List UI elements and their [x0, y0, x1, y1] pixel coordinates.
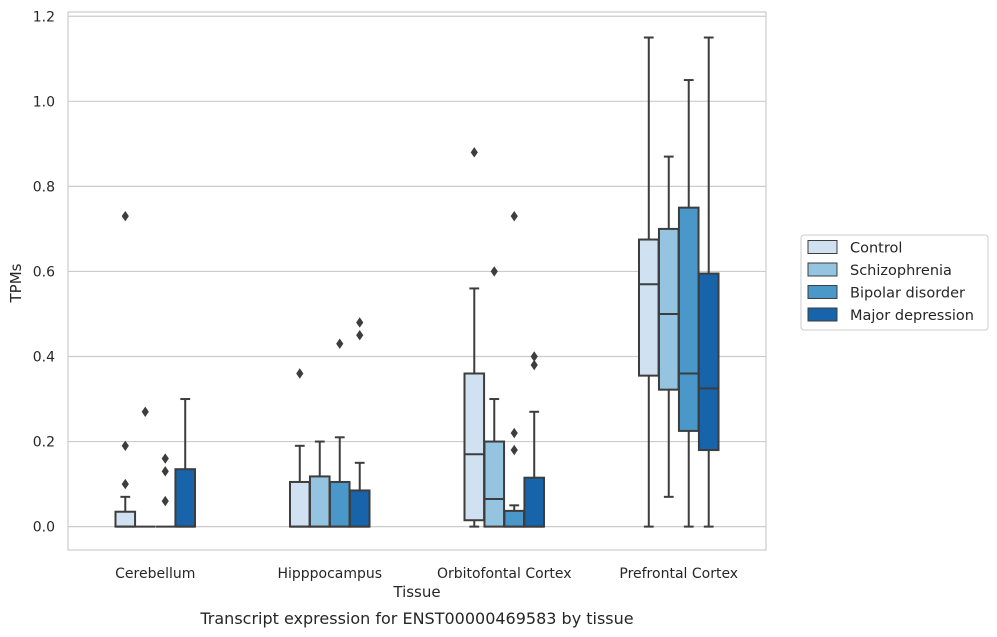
outlier-point: [121, 210, 129, 222]
box-group: [637, 36, 660, 528]
y-tick-label: 1.2: [33, 9, 55, 25]
outlier-point: [510, 427, 518, 439]
box: [523, 476, 546, 528]
box-group: [348, 317, 371, 528]
outlier-point: [121, 440, 129, 452]
outlier-point: [141, 406, 149, 417]
outlier-point: [490, 266, 498, 277]
x-tick-label: Orbitofontal Cortex: [437, 566, 572, 582]
box-group: [114, 210, 137, 528]
box: [637, 238, 660, 377]
box: [328, 480, 351, 528]
x-tick-labels: Cerebellum Hipppocampus Orbitofontal Corte…: [115, 566, 738, 582]
y-tick-label: 0.8: [33, 179, 55, 195]
outlier-point: [470, 147, 478, 158]
outlier-point: [530, 351, 538, 362]
box: [463, 372, 486, 522]
outlier-point: [510, 210, 518, 222]
outlier-point: [121, 478, 129, 490]
legend-frame: [800, 234, 989, 331]
outlier-point: [356, 330, 364, 341]
y-tick-label: 1.0: [33, 94, 55, 110]
legend-swatch: [807, 240, 838, 254]
outlier-point: [510, 444, 518, 456]
y-axis-title: TPMs: [7, 263, 25, 303]
y-tick-label: 0.0: [33, 520, 55, 536]
y-tick-label: 0.2: [33, 435, 55, 451]
outlier-point: [336, 338, 344, 349]
legend-swatch: [807, 307, 838, 322]
box-group: [523, 351, 546, 528]
box-series: [114, 36, 720, 528]
y-tick-labels: 0.0 0.2 0.4 0.6 0.8 1.0 1.2: [33, 9, 55, 535]
legend-label: Schizophrenia: [850, 263, 952, 279]
chart-caption: Transcript expression for ENST0000046958…: [199, 609, 633, 628]
box-group: [155, 453, 176, 528]
x-tick-label: Cerebellum: [115, 566, 195, 582]
box: [348, 489, 371, 528]
x-tick-label: Hipppocampus: [277, 566, 382, 582]
legend-label: Bipolar disorder: [850, 286, 965, 302]
box-group: [328, 338, 351, 528]
outlier-point: [161, 453, 169, 464]
legend-label: Major depression: [850, 308, 974, 324]
box-group: [503, 210, 526, 528]
box: [308, 475, 331, 528]
box-group: [135, 406, 156, 528]
outlier-point: [161, 466, 169, 477]
box-group: [483, 266, 506, 528]
outlier-point: [356, 317, 364, 328]
box: [503, 509, 526, 528]
x-axis-title: Tissue: [392, 583, 440, 601]
legend: Control Schizophrenia Bipolar disorder Majo…: [800, 234, 989, 331]
x-tick-label: Prefrontal Cortex: [619, 566, 738, 582]
box: [483, 440, 506, 528]
outlier-point: [161, 495, 169, 507]
box-group: [697, 36, 720, 528]
box: [174, 468, 197, 528]
y-tick-label: 0.4: [33, 349, 55, 365]
box: [657, 227, 680, 391]
box: [677, 206, 700, 432]
outlier-point: [296, 368, 304, 379]
y-tick-label: 0.6: [33, 264, 55, 280]
legend-swatch: [807, 262, 838, 277]
legend-swatch: [807, 285, 838, 299]
box: [697, 272, 720, 452]
box: [114, 510, 137, 528]
legend-label: Control: [850, 241, 902, 257]
outlier-point: [530, 359, 538, 371]
box: [288, 480, 311, 528]
box-group: [174, 398, 197, 528]
